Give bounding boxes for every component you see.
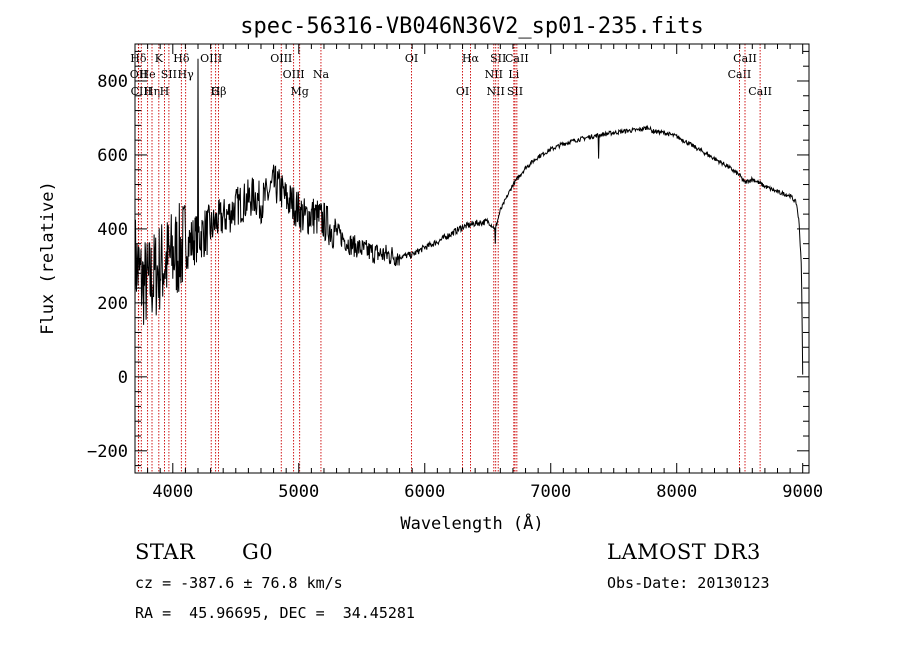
spectral-line-markers: Hδ OII CIII He Hη K H SII Hδ Hγ OIII GHβ OIII OIII Mg N… xyxy=(130,44,772,473)
y-tick-label: 400 xyxy=(97,220,128,240)
spectral-line-label: Hδ xyxy=(173,52,190,65)
spectral-line-label: OI xyxy=(456,85,469,98)
spectral-line-label: H xyxy=(160,85,170,98)
y-tick-label: 200 xyxy=(97,294,128,314)
spectral-line-label: CIII xyxy=(131,85,152,98)
object-class: STAR xyxy=(135,540,196,564)
spectral-line-label: OII xyxy=(130,68,148,81)
spectral-line-label: Mg xyxy=(291,85,309,98)
x-tick-label: 6000 xyxy=(404,482,445,502)
spectral-line-label: CaII xyxy=(733,52,757,65)
plot-frame xyxy=(134,43,810,474)
object-subclass: G0 xyxy=(242,540,274,564)
y-tick-label: 800 xyxy=(97,72,128,92)
spectral-line-label: CaII xyxy=(505,52,529,65)
spectral-line-label: OIII xyxy=(270,52,292,65)
redshift-readout: cz = -387.6 ± 76.8 km/s xyxy=(135,574,343,592)
y-axis-label: Flux (relative) xyxy=(38,181,58,335)
spectral-line-label: K xyxy=(155,52,164,65)
spectral-line-label: NII xyxy=(485,68,503,81)
spectral-line-label: He xyxy=(140,68,156,81)
y-tick-label: 0 xyxy=(118,368,128,388)
flux-line xyxy=(134,58,804,375)
spectral-line-label: SII xyxy=(161,68,177,81)
spectral-line-label: Na xyxy=(313,68,330,81)
spectral-line-label: Hη xyxy=(144,85,160,98)
spectral-line-label: Hγ xyxy=(178,68,195,81)
survey-name: LAMOST DR3 xyxy=(607,540,761,564)
y-tick-label: 600 xyxy=(97,146,128,166)
x-tick-label: 4000 xyxy=(152,482,193,502)
flux-series xyxy=(134,58,804,375)
spectral-line-label: OIII xyxy=(283,68,305,81)
spectral-line-label: Hδ xyxy=(130,52,147,65)
spectral-line-label: Hβ xyxy=(211,85,227,98)
spectral-line-label: OI xyxy=(405,52,418,65)
spectral-line-label: CaII xyxy=(728,68,752,81)
x-tick-label: 9000 xyxy=(782,482,823,502)
x-tick-label: 7000 xyxy=(530,482,571,502)
y-tick-label: −200 xyxy=(87,442,128,462)
spectral-line-label: Li xyxy=(508,68,519,81)
x-axis-label: Wavelength (Å) xyxy=(400,512,543,534)
x-tick-label: 8000 xyxy=(656,482,697,502)
spectral-line-label: CaII xyxy=(748,85,772,98)
spectral-line-label: SII xyxy=(490,52,506,65)
coordinates: RA = 45.96695, DEC = 34.45281 xyxy=(135,604,415,622)
obs-date: Obs-Date: 20130123 xyxy=(607,574,770,592)
spectral-line-label: NII xyxy=(487,85,505,98)
spectral-line-label: Hα xyxy=(462,52,480,65)
axes: 4000 5000 6000 7000 8000 9000 −200 0 200 400 600 80… xyxy=(87,44,823,502)
spectral-line-label: OIII xyxy=(200,52,222,65)
chart-title: spec-56316-VB046N36V2_sp01-235.fits xyxy=(240,14,704,39)
spectral-line-label: SII xyxy=(507,85,523,98)
spectral-line-label: G xyxy=(211,85,220,98)
x-tick-label: 5000 xyxy=(278,482,319,502)
